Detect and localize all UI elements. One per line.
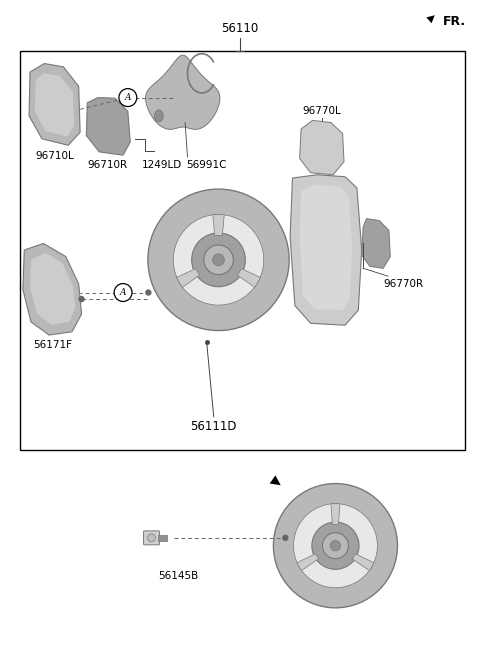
Polygon shape bbox=[290, 175, 362, 325]
Polygon shape bbox=[300, 120, 344, 175]
Polygon shape bbox=[238, 269, 261, 287]
Polygon shape bbox=[331, 504, 340, 524]
Polygon shape bbox=[177, 269, 200, 287]
Circle shape bbox=[293, 504, 377, 588]
Text: 1249LD: 1249LD bbox=[142, 160, 182, 170]
Polygon shape bbox=[35, 74, 74, 137]
Circle shape bbox=[323, 533, 348, 558]
Text: FR.: FR. bbox=[443, 15, 466, 28]
Circle shape bbox=[330, 541, 341, 551]
Text: 96770L: 96770L bbox=[303, 106, 341, 116]
Circle shape bbox=[119, 89, 137, 106]
Polygon shape bbox=[362, 219, 390, 268]
Polygon shape bbox=[30, 252, 75, 325]
Text: 56171F: 56171F bbox=[34, 340, 72, 350]
Bar bbox=[20, 51, 465, 449]
Circle shape bbox=[283, 535, 288, 540]
Text: 96710L: 96710L bbox=[36, 150, 74, 160]
Circle shape bbox=[173, 215, 264, 305]
Polygon shape bbox=[213, 215, 224, 236]
Text: 96770R: 96770R bbox=[383, 279, 423, 290]
Circle shape bbox=[274, 484, 397, 608]
Polygon shape bbox=[297, 554, 319, 571]
Polygon shape bbox=[145, 55, 220, 129]
Polygon shape bbox=[23, 244, 82, 335]
Circle shape bbox=[204, 245, 233, 275]
Polygon shape bbox=[29, 64, 80, 145]
Ellipse shape bbox=[155, 110, 163, 122]
Bar bbox=[158, 535, 168, 541]
Circle shape bbox=[213, 254, 225, 265]
Circle shape bbox=[312, 522, 359, 570]
Text: A: A bbox=[125, 93, 131, 102]
Text: 56991C: 56991C bbox=[186, 160, 227, 170]
Circle shape bbox=[148, 189, 289, 330]
Text: 96710R: 96710R bbox=[87, 160, 127, 170]
Circle shape bbox=[147, 534, 156, 542]
Text: 56111D: 56111D bbox=[191, 420, 237, 433]
Polygon shape bbox=[86, 97, 130, 155]
Polygon shape bbox=[352, 554, 374, 571]
FancyBboxPatch shape bbox=[144, 531, 159, 545]
Circle shape bbox=[79, 296, 84, 302]
Circle shape bbox=[114, 284, 132, 302]
Text: 56145B: 56145B bbox=[158, 570, 198, 581]
Circle shape bbox=[192, 233, 245, 286]
Text: 56110: 56110 bbox=[221, 22, 259, 35]
Text: A: A bbox=[120, 288, 126, 297]
Circle shape bbox=[146, 290, 151, 295]
Polygon shape bbox=[300, 185, 352, 310]
